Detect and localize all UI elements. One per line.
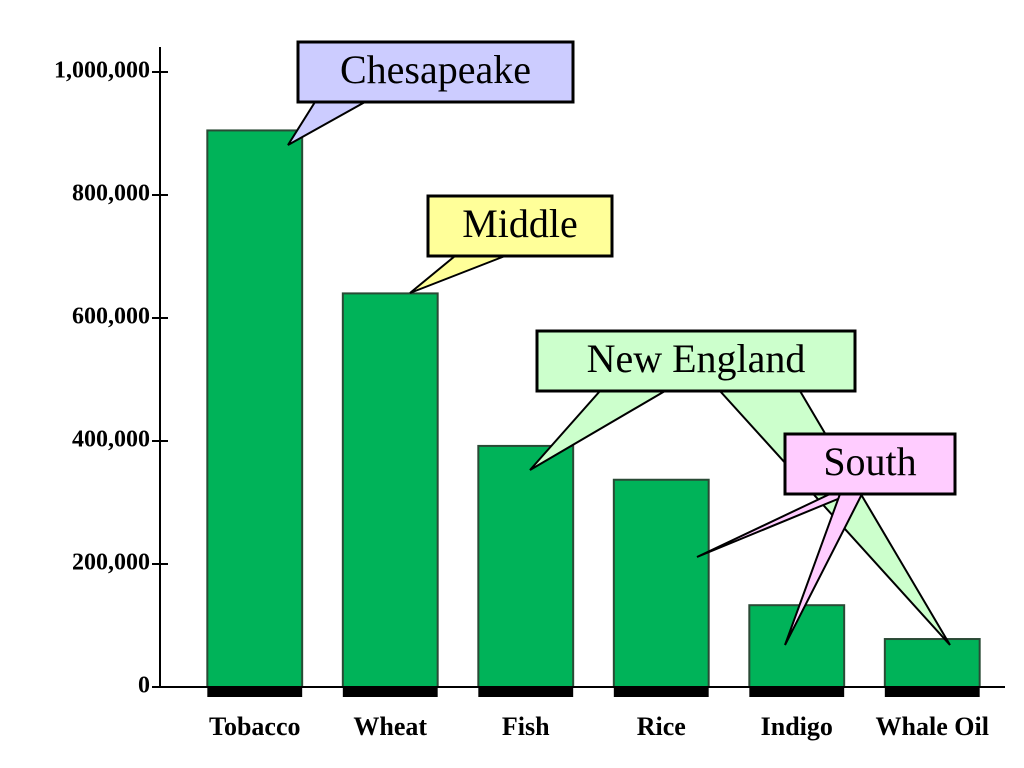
y-tick-label: 800,000 xyxy=(72,181,150,207)
x-tick-label: Wheat xyxy=(353,712,427,741)
bar xyxy=(883,638,981,689)
callout-box xyxy=(535,329,857,393)
bar-base xyxy=(749,687,845,697)
bar-base xyxy=(478,687,574,697)
bar xyxy=(341,292,439,688)
callout-pointer xyxy=(409,255,506,294)
bar xyxy=(477,444,575,689)
y-tick-label: 600,000 xyxy=(72,304,150,330)
callout-label: South xyxy=(823,439,916,484)
callout-pointer xyxy=(287,101,369,146)
callout-box xyxy=(426,194,614,258)
x-tick-label: Rice xyxy=(637,712,686,741)
callout-box xyxy=(296,40,575,104)
x-tick-label: Indigo xyxy=(761,712,833,741)
bar xyxy=(206,129,304,689)
callout-box xyxy=(783,432,957,496)
bar-base xyxy=(884,687,980,697)
y-tick-label: 200,000 xyxy=(72,550,150,576)
callout-pointer xyxy=(529,390,669,471)
bar-base xyxy=(613,687,709,697)
y-tick-label: 0 xyxy=(138,673,150,699)
y-tick-label: 1,000,000 xyxy=(54,58,150,84)
bar-base xyxy=(342,687,438,697)
bar xyxy=(612,478,710,688)
x-tick-label: Tobacco xyxy=(209,712,301,741)
callout-label: Chesapeake xyxy=(340,47,531,92)
y-tick-label: 400,000 xyxy=(72,427,150,453)
callout-label: New England xyxy=(587,336,806,381)
bar-base xyxy=(207,687,303,697)
x-tick-label: Fish xyxy=(502,712,550,741)
x-tick-label: Whale Oil xyxy=(876,712,989,741)
callout-label: Middle xyxy=(462,201,578,246)
